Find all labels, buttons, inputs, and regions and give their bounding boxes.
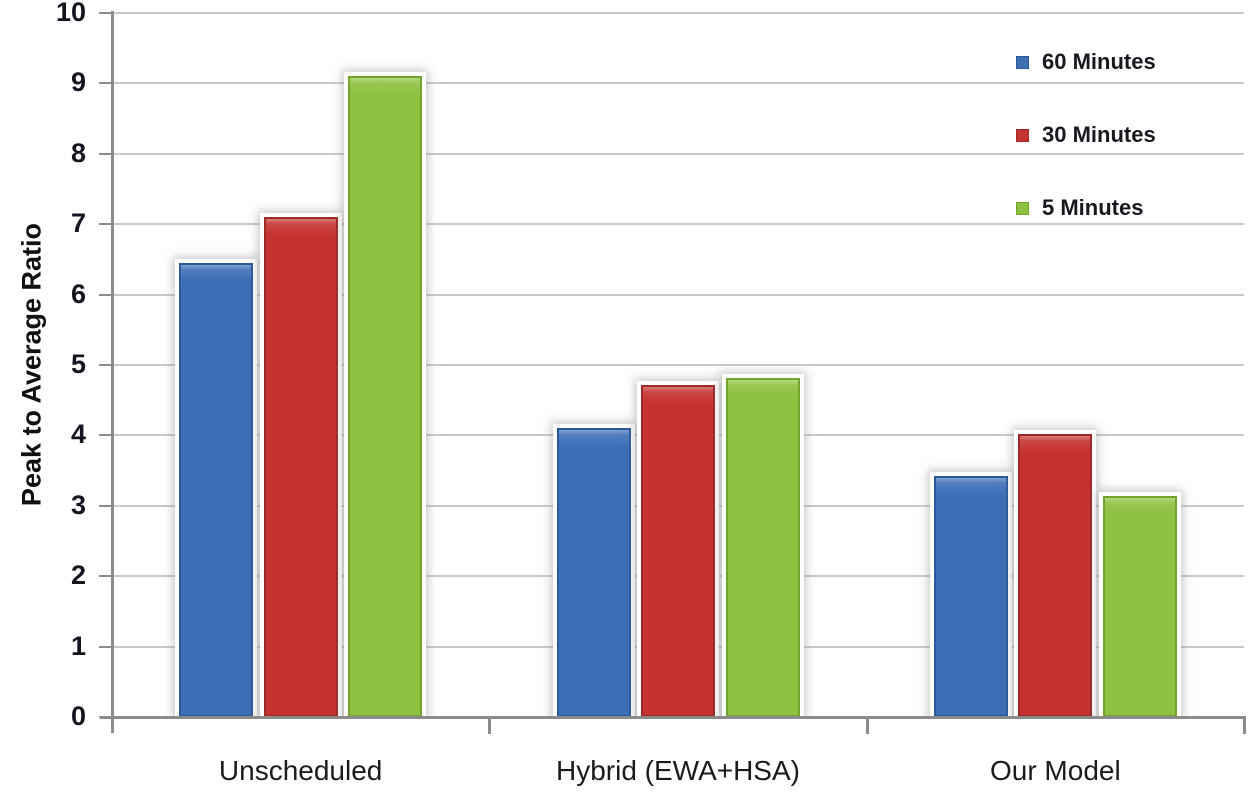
bar-5-minutes-unscheduled	[348, 76, 422, 717]
bar-5-minutes-hybrid-ewa-hsa	[726, 378, 800, 717]
gridline	[114, 82, 1244, 84]
gridline	[114, 12, 1244, 14]
legend-marker-30-minutes	[1016, 128, 1029, 142]
y-tick-label: 9	[70, 67, 86, 97]
y-tick-label: 2	[70, 560, 86, 590]
y-tick	[99, 12, 112, 14]
x-tick	[488, 719, 491, 734]
y-tick-label: 1	[70, 631, 86, 661]
y-tick-label: 3	[70, 490, 86, 520]
bar-60-minutes-our-model	[934, 476, 1008, 717]
bar-30-minutes-unscheduled	[264, 217, 338, 717]
legend-label: 30 Minutes	[1042, 122, 1156, 147]
legend-marker-5-minutes	[1016, 201, 1029, 215]
y-tick	[99, 82, 112, 84]
legend-item-5-minutes: 5 Minutes	[1016, 194, 1143, 222]
y-tick-label: 6	[70, 279, 86, 309]
y-tick	[99, 575, 112, 577]
bar-30-minutes-our-model	[1018, 434, 1092, 717]
y-tick	[99, 646, 112, 648]
bar-60-minutes-unscheduled	[179, 263, 253, 717]
y-tick	[99, 294, 112, 296]
y-axis-line	[111, 11, 114, 733]
gridline	[114, 153, 1244, 155]
gridline	[114, 223, 1244, 225]
bar-5-minutes-our-model	[1103, 496, 1177, 717]
y-tick-label: 5	[70, 349, 86, 379]
bar-30-minutes-hybrid-ewa-hsa	[641, 385, 715, 717]
legend-label: 60 Minutes	[1042, 49, 1156, 74]
y-tick	[99, 223, 112, 225]
y-tick	[99, 434, 112, 436]
bar-60-minutes-hybrid-ewa-hsa	[557, 428, 631, 717]
legend-item-60-minutes: 60 Minutes	[1016, 48, 1156, 76]
y-tick	[99, 153, 112, 155]
category-label-unscheduled: Unscheduled	[218, 755, 383, 786]
x-tick	[1243, 719, 1246, 734]
x-tick	[866, 719, 869, 734]
y-tick	[99, 505, 112, 507]
plot-area	[114, 13, 1244, 717]
gridline	[114, 364, 1244, 366]
y-tick-label: 7	[70, 208, 86, 238]
y-tick-label: 0	[70, 701, 86, 731]
y-tick-label: 4	[70, 419, 86, 449]
y-tick	[99, 364, 112, 366]
x-axis-line	[100, 716, 1246, 719]
category-label-hybrid-ewa-hsa: Hybrid (EWA+HSA)	[555, 755, 800, 786]
gridline	[114, 294, 1244, 296]
legend-item-30-minutes: 30 Minutes	[1016, 121, 1156, 149]
y-tick-label: 10	[55, 0, 86, 27]
y-tick-label: 8	[70, 138, 86, 168]
legend-marker-60-minutes	[1016, 55, 1029, 69]
legend-label: 5 Minutes	[1042, 195, 1144, 220]
category-label-our-model: Our Model	[989, 755, 1121, 786]
